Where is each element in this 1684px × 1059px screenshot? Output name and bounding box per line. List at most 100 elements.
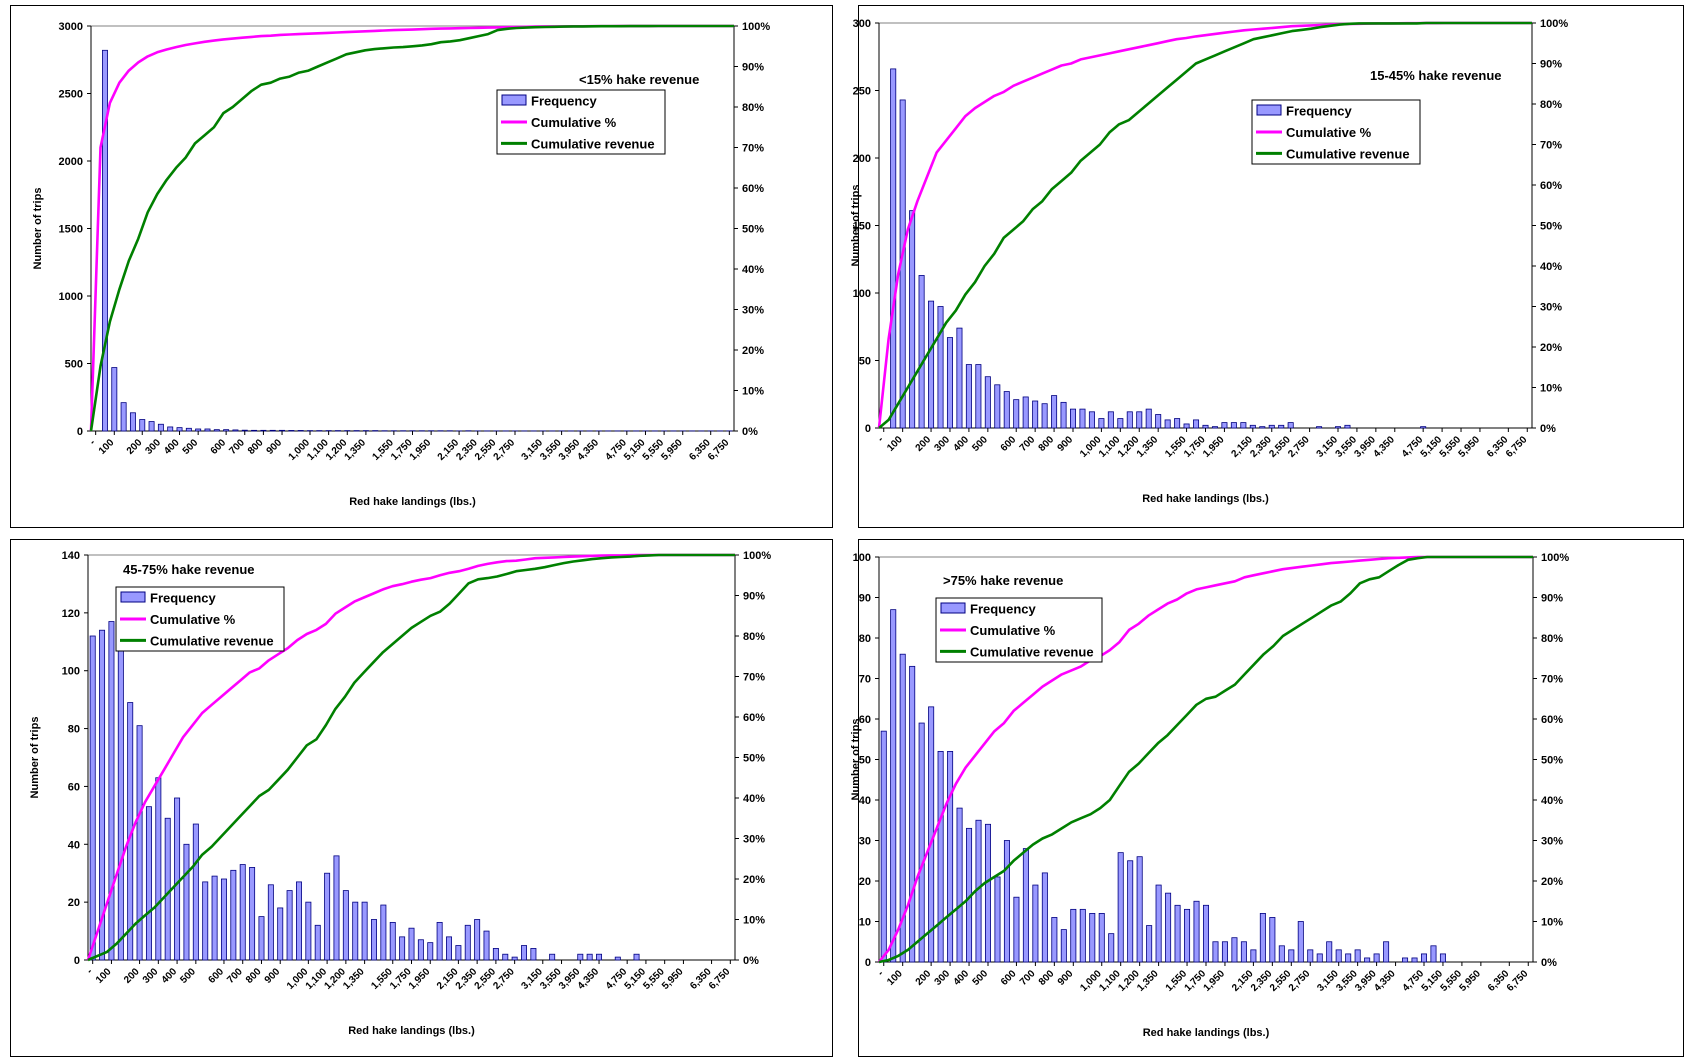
frequency-bar: [1297, 921, 1304, 963]
frequency-bar: [277, 907, 284, 961]
x-axis-title: Red hake landings (lbs.): [1142, 493, 1269, 505]
x-tick-label: 6,750: [707, 966, 733, 992]
x-tick-label: 300: [141, 966, 161, 986]
frequency-bar: [1278, 424, 1285, 429]
x-tick-label: 2,750: [1287, 968, 1313, 994]
chart-title: <15% hake revenue: [579, 72, 699, 87]
y2-tick-label: 0%: [1541, 957, 1557, 969]
frequency-bar: [99, 629, 106, 961]
frequency-bar: [1165, 892, 1172, 963]
frequency-bar: [1022, 396, 1029, 429]
x-tick-label: 800: [1037, 968, 1057, 988]
legend-label: Cumulative revenue: [970, 644, 1094, 659]
legend-label: Cumulative %: [970, 623, 1056, 638]
frequency-bar: [937, 306, 944, 429]
x-tick-label: 6,750: [706, 437, 732, 463]
frequency-bar: [483, 930, 490, 961]
frequency-bar: [342, 890, 349, 961]
frequency-bar: [1184, 908, 1191, 963]
legend-label: Frequency: [970, 602, 1037, 617]
x-tick-label: 900: [265, 437, 285, 457]
x-tick-label: 800: [1037, 434, 1057, 454]
x-tick-label: 1,950: [1201, 434, 1227, 460]
x-tick-label: -: [88, 437, 98, 447]
frequency-bar: [1402, 957, 1409, 963]
y-tick-label: 300: [853, 18, 871, 30]
frequency-bar: [1145, 408, 1152, 429]
frequency-bar: [918, 722, 925, 963]
frequency-bar: [167, 426, 174, 432]
x-tick-label: 700: [1018, 968, 1038, 988]
frequency-bar: [213, 429, 220, 432]
y2-tick-label: 20%: [1541, 876, 1563, 888]
frequency-bar: [211, 875, 218, 961]
frequency-bar: [1249, 424, 1256, 429]
x-tick-label: 1,350: [341, 966, 367, 992]
frequency-bar: [1022, 848, 1029, 963]
frequency-bar: [1146, 925, 1153, 963]
frequency-bar: [352, 901, 359, 961]
frequency-bar: [260, 429, 267, 432]
x-tick-label: 900: [263, 966, 283, 986]
frequency-bar: [269, 429, 276, 432]
x-tick-label: 300: [933, 968, 953, 988]
x-tick-label: 600: [999, 434, 1019, 454]
y2-tick-label: 100%: [743, 550, 771, 562]
x-tick-label: 400: [162, 437, 182, 457]
y-tick-label: 100: [853, 288, 871, 300]
y2-tick-label: 20%: [1540, 342, 1562, 354]
y2-tick-label: 90%: [1540, 59, 1562, 71]
y2-tick-label: 10%: [743, 915, 765, 927]
frequency-bar: [102, 49, 108, 432]
y-tick-label: 60: [859, 714, 871, 726]
y2-tick-label: 20%: [743, 874, 765, 886]
y2-tick-label: 50%: [743, 753, 765, 765]
y2-tick-label: 80%: [1541, 633, 1563, 645]
frequency-bar: [1326, 941, 1333, 963]
y-tick-label: 80: [859, 633, 871, 645]
y-tick-label: 0: [865, 957, 871, 969]
y2-tick-label: 50%: [1541, 755, 1563, 767]
y2-tick-label: 60%: [742, 183, 764, 195]
frequency-bar: [120, 402, 127, 432]
y-tick-label: 2500: [59, 89, 83, 101]
y2-tick-label: 100%: [1540, 18, 1568, 30]
x-tick-label: 200: [125, 437, 145, 457]
y2-tick-label: 100%: [1541, 552, 1569, 564]
frequency-bar: [324, 872, 331, 961]
frequency-bar: [89, 635, 96, 961]
legend-label: Cumulative revenue: [150, 633, 274, 648]
y2-tick-label: 60%: [1541, 714, 1563, 726]
y2-tick-label: 80%: [742, 102, 764, 114]
frequency-bar: [984, 376, 991, 429]
x-tick-label: 200: [914, 968, 934, 988]
x-tick-label: 5,950: [1457, 434, 1483, 460]
frequency-bar: [1420, 426, 1427, 429]
frequency-bar: [1364, 957, 1371, 963]
frequency-bar: [909, 210, 916, 429]
y-tick-label: 0: [865, 423, 871, 435]
frequency-bar: [928, 300, 935, 429]
frequency-bar: [1174, 418, 1181, 429]
y2-tick-label: 30%: [743, 834, 765, 846]
y-tick-label: 150: [853, 221, 871, 233]
x-tick-label: 2,750: [491, 966, 517, 992]
y-tick-label: 50: [859, 755, 871, 767]
frequency-bar: [1098, 912, 1105, 963]
legend-label: Frequency: [531, 94, 598, 109]
chart-svg: 0 50 100 150 200 250 300 0% 10% 20% 30% 40% 50% 60% 70…: [850, 18, 1568, 505]
legend-label: Cumulative %: [531, 115, 617, 130]
frequency-bar: [511, 956, 518, 961]
frequency-bar: [380, 904, 387, 961]
frequency-bar: [1070, 908, 1077, 963]
y2-tick-label: 70%: [1540, 140, 1562, 152]
y-tick-label: 100: [853, 552, 871, 564]
x-tick-label: 300: [933, 434, 953, 454]
frequency-bar: [223, 429, 230, 432]
frequency-bar: [174, 797, 181, 961]
frequency-bar: [880, 730, 887, 963]
frequency-bar: [371, 919, 377, 961]
x-tick-label: 100: [885, 968, 905, 988]
x-tick-label: 4,350: [1371, 434, 1397, 460]
x-tick-label: 400: [951, 434, 971, 454]
